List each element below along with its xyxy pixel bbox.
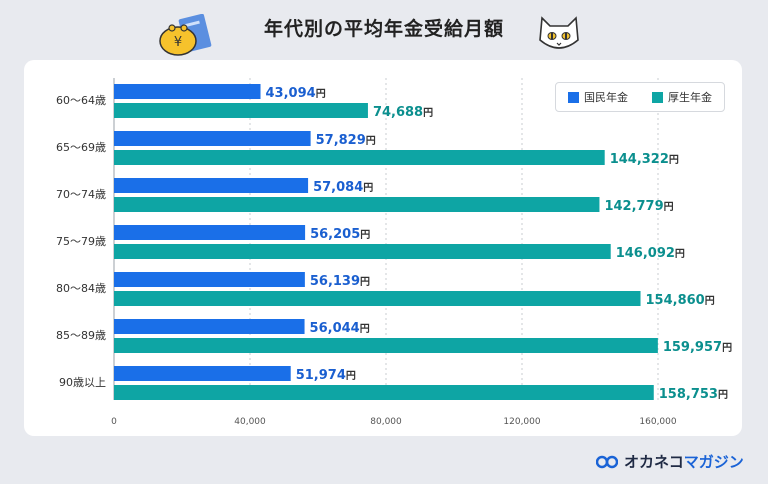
okaneco-logo: オカネコ マガジン	[596, 451, 744, 472]
logo-text-magazine: マガジン	[683, 453, 744, 471]
page-title: 年代別の平均年金受給月額	[263, 18, 504, 40]
category-label: 85〜89歳	[56, 329, 106, 342]
category-label: 60〜64歳	[56, 94, 106, 107]
bar	[114, 385, 654, 400]
x-tick-label: 160,000	[639, 417, 676, 427]
data-label: 144,322円	[610, 152, 679, 167]
bar	[114, 197, 600, 212]
chart-card: 0 40,000 80,000 120,000 160,000 60〜64歳 43,094円…	[24, 60, 742, 436]
x-tick-label: 0	[111, 417, 117, 427]
data-label: 146,092円	[616, 246, 685, 261]
okaneco-logo-icon	[596, 455, 618, 468]
unit-suffix: 円	[423, 107, 433, 119]
cat-face-icon	[536, 10, 582, 60]
svg-text:¥: ¥	[174, 35, 182, 50]
legend-label-kousei: 厚生年金	[668, 91, 712, 104]
category-label: 80〜84歳	[56, 282, 106, 295]
legend-swatch-kokumin	[568, 91, 579, 103]
bar	[114, 103, 368, 118]
x-tick-label: 120,000	[503, 417, 540, 427]
unit-suffix: 円	[346, 370, 356, 382]
unit-suffix: 円	[316, 88, 326, 100]
unit-suffix: 円	[363, 182, 373, 194]
data-label: 56,205円	[310, 227, 370, 242]
legend-swatch-kousei	[652, 91, 663, 103]
unit-suffix: 円	[718, 389, 728, 401]
x-tick-label: 80,000	[370, 417, 402, 427]
bar	[114, 84, 261, 99]
data-label: 43,094円	[266, 86, 326, 101]
bar	[114, 178, 309, 193]
category-label: 90歳以上	[59, 376, 106, 389]
data-label: 158,753円	[659, 387, 728, 402]
unit-suffix: 円	[360, 323, 370, 335]
unit-suffix: 円	[664, 201, 674, 213]
bar	[114, 244, 611, 259]
legend-label-kokumin: 国民年金	[584, 91, 628, 104]
x-tick-label: 40,000	[234, 417, 266, 427]
data-label: 57,084円	[313, 180, 373, 195]
bar-chart: 0 40,000 80,000 120,000 160,000 60〜64歳 43,094円…	[56, 78, 732, 427]
header: ¥ 年代別の平均年金受給月額	[0, 0, 768, 58]
legend: 国民年金 厚生年金	[555, 82, 725, 112]
logo-text-okaneco: オカネコ	[624, 453, 684, 471]
data-label: 142,779円	[604, 199, 673, 214]
unit-suffix: 円	[722, 342, 732, 354]
bar	[114, 150, 605, 165]
unit-suffix: 円	[669, 154, 679, 166]
bar	[114, 338, 658, 353]
unit-suffix: 円	[675, 248, 685, 260]
data-label: 51,974円	[296, 368, 356, 383]
category-label: 75〜79歳	[56, 235, 106, 248]
data-label: 74,688円	[373, 105, 433, 120]
data-label: 56,044円	[310, 321, 370, 336]
data-label: 57,829円	[316, 133, 376, 148]
bar	[114, 366, 291, 381]
data-label: 154,860円	[646, 293, 715, 308]
bar	[114, 272, 305, 287]
category-label: 70〜74歳	[56, 188, 106, 201]
unit-suffix: 円	[705, 295, 715, 307]
data-label: 56,139円	[310, 274, 370, 289]
data-label: 159,957円	[663, 340, 732, 355]
wallet-pension-book-icon: ¥	[158, 13, 216, 62]
bar	[114, 225, 306, 240]
unit-suffix: 円	[366, 135, 376, 147]
category-label: 65〜69歳	[56, 141, 106, 154]
unit-suffix: 円	[360, 229, 370, 241]
bar	[114, 131, 311, 146]
legend-item-kousei: 厚生年金	[652, 89, 712, 105]
bar	[114, 319, 305, 334]
unit-suffix: 円	[360, 276, 370, 288]
bar	[114, 291, 641, 306]
legend-item-kokumin: 国民年金	[568, 89, 628, 105]
